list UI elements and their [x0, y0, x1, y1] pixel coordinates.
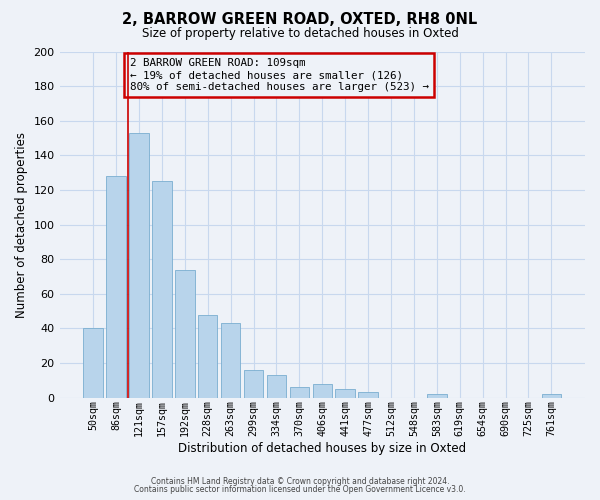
- Bar: [221, 323, 241, 398]
- X-axis label: Distribution of detached houses by size in Oxted: Distribution of detached houses by size …: [178, 442, 466, 455]
- Text: 2 BARROW GREEN ROAD: 109sqm
← 19% of detached houses are smaller (126)
80% of se: 2 BARROW GREEN ROAD: 109sqm ← 19% of det…: [130, 58, 429, 92]
- Bar: [427, 394, 446, 398]
- Text: Size of property relative to detached houses in Oxted: Size of property relative to detached ho…: [142, 28, 458, 40]
- Bar: [152, 182, 172, 398]
- Bar: [267, 375, 286, 398]
- Bar: [313, 384, 332, 398]
- Text: Contains HM Land Registry data © Crown copyright and database right 2024.: Contains HM Land Registry data © Crown c…: [151, 477, 449, 486]
- Bar: [83, 328, 103, 398]
- Bar: [542, 394, 561, 398]
- Bar: [198, 314, 217, 398]
- Text: Contains public sector information licensed under the Open Government Licence v3: Contains public sector information licen…: [134, 484, 466, 494]
- Y-axis label: Number of detached properties: Number of detached properties: [15, 132, 28, 318]
- Bar: [129, 133, 149, 398]
- Bar: [244, 370, 263, 398]
- Bar: [290, 388, 309, 398]
- Bar: [106, 176, 126, 398]
- Bar: [358, 392, 378, 398]
- Text: 2, BARROW GREEN ROAD, OXTED, RH8 0NL: 2, BARROW GREEN ROAD, OXTED, RH8 0NL: [122, 12, 478, 28]
- Bar: [335, 389, 355, 398]
- Bar: [175, 270, 194, 398]
